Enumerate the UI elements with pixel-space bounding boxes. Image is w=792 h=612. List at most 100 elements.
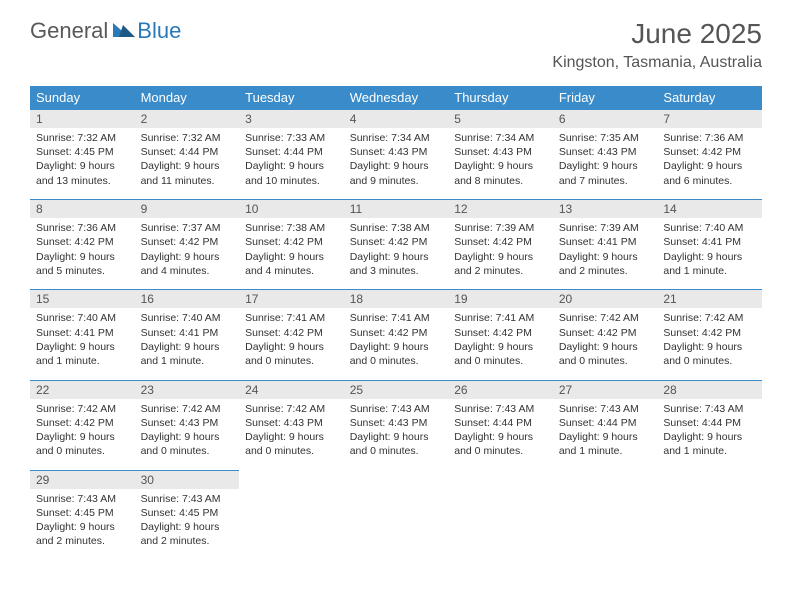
sunrise-text: Sunrise: 7:43 AM	[36, 492, 129, 506]
day-cell	[657, 470, 762, 554]
sunrise-text: Sunrise: 7:43 AM	[559, 402, 652, 416]
sunset-text: Sunset: 4:43 PM	[141, 416, 234, 430]
day-cell: 26Sunrise: 7:43 AMSunset: 4:44 PMDayligh…	[448, 380, 553, 464]
day-number: 3	[239, 110, 344, 128]
daylight-text: Daylight: 9 hours and 1 minute.	[663, 430, 756, 458]
daylight-text: Daylight: 9 hours and 4 minutes.	[141, 250, 234, 278]
day-number: 5	[448, 110, 553, 128]
day-details: Sunrise: 7:39 AMSunset: 4:41 PMDaylight:…	[553, 218, 658, 284]
daylight-text: Daylight: 9 hours and 13 minutes.	[36, 159, 129, 187]
day-details: Sunrise: 7:43 AMSunset: 4:44 PMDaylight:…	[657, 399, 762, 465]
sunrise-text: Sunrise: 7:32 AM	[141, 131, 234, 145]
daylight-text: Daylight: 9 hours and 9 minutes.	[350, 159, 443, 187]
day-cell: 16Sunrise: 7:40 AMSunset: 4:41 PMDayligh…	[135, 290, 240, 374]
sunset-text: Sunset: 4:42 PM	[36, 416, 129, 430]
day-details: Sunrise: 7:42 AMSunset: 4:43 PMDaylight:…	[135, 399, 240, 465]
daylight-text: Daylight: 9 hours and 1 minute.	[36, 340, 129, 368]
day-number: 7	[657, 110, 762, 128]
sunrise-text: Sunrise: 7:40 AM	[141, 311, 234, 325]
day-cell: 15Sunrise: 7:40 AMSunset: 4:41 PMDayligh…	[30, 290, 135, 374]
day-number: 13	[553, 200, 658, 218]
day-number: 8	[30, 200, 135, 218]
day-cell: 20Sunrise: 7:42 AMSunset: 4:42 PMDayligh…	[553, 290, 658, 374]
day-number: 22	[30, 381, 135, 399]
sunrise-text: Sunrise: 7:42 AM	[559, 311, 652, 325]
day-cell: 13Sunrise: 7:39 AMSunset: 4:41 PMDayligh…	[553, 200, 658, 284]
sunset-text: Sunset: 4:41 PM	[663, 235, 756, 249]
calendar-table: Sunday Monday Tuesday Wednesday Thursday…	[30, 86, 762, 554]
day-number: 26	[448, 381, 553, 399]
day-cell: 22 Sunrise: 7:42 AMSunset: 4:42 PMDayligh…	[30, 380, 135, 464]
daylight-text: Daylight: 9 hours and 0 minutes.	[350, 430, 443, 458]
daylight-text: Daylight: 9 hours and 0 minutes.	[454, 340, 547, 368]
day-number: 21	[657, 290, 762, 308]
day-number: 14	[657, 200, 762, 218]
sunset-text: Sunset: 4:42 PM	[245, 235, 338, 249]
sunset-text: Sunset: 4:43 PM	[454, 145, 547, 159]
sunset-text: Sunset: 4:43 PM	[350, 145, 443, 159]
day-details: Sunrise: 7:42 AMSunset: 4:42 PMDaylight:…	[553, 308, 658, 374]
daylight-text: Daylight: 9 hours and 0 minutes.	[245, 340, 338, 368]
day-details: Sunrise: 7:35 AMSunset: 4:43 PMDaylight:…	[553, 128, 658, 194]
sunrise-text: Sunrise: 7:36 AM	[663, 131, 756, 145]
day-cell: 14Sunrise: 7:40 AMSunset: 4:41 PMDayligh…	[657, 200, 762, 284]
day-number: 24	[239, 381, 344, 399]
day-number: 29	[30, 471, 135, 489]
daylight-text: Daylight: 9 hours and 8 minutes.	[454, 159, 547, 187]
sunset-text: Sunset: 4:42 PM	[454, 326, 547, 340]
daylight-text: Daylight: 9 hours and 1 minute.	[663, 250, 756, 278]
week-row: 15Sunrise: 7:40 AMSunset: 4:41 PMDayligh…	[30, 290, 762, 374]
sunset-text: Sunset: 4:45 PM	[141, 506, 234, 520]
day-details: Sunrise: 7:40 AMSunset: 4:41 PMDaylight:…	[30, 308, 135, 374]
daylight-text: Daylight: 9 hours and 0 minutes.	[36, 430, 129, 458]
day-cell: 1Sunrise: 7:32 AMSunset: 4:45 PMDaylight…	[30, 110, 135, 194]
day-header: Friday	[553, 86, 658, 110]
daylight-text: Daylight: 9 hours and 0 minutes.	[663, 340, 756, 368]
day-header: Wednesday	[344, 86, 449, 110]
sunset-text: Sunset: 4:42 PM	[559, 326, 652, 340]
day-header: Sunday	[30, 86, 135, 110]
sunrise-text: Sunrise: 7:39 AM	[559, 221, 652, 235]
day-details: Sunrise: 7:36 AMSunset: 4:42 PMDaylight:…	[657, 128, 762, 194]
day-cell: 25Sunrise: 7:43 AMSunset: 4:43 PMDayligh…	[344, 380, 449, 464]
day-cell: 24Sunrise: 7:42 AMSunset: 4:43 PMDayligh…	[239, 380, 344, 464]
day-number: 30	[135, 471, 240, 489]
sunrise-text: Sunrise: 7:42 AM	[141, 402, 234, 416]
day-number: 9	[135, 200, 240, 218]
week-row: 22Sunrise: 7:42 AMSunset: 4:42 PMDayligh…	[30, 380, 762, 464]
daylight-text: Daylight: 9 hours and 2 minutes.	[141, 520, 234, 548]
sunrise-text: Sunrise: 7:41 AM	[245, 311, 338, 325]
sunrise-text: Sunrise: 7:32 AM	[36, 131, 129, 145]
day-header: Saturday	[657, 86, 762, 110]
sunrise-text: Sunrise: 7:38 AM	[350, 221, 443, 235]
daylight-text: Daylight: 9 hours and 10 minutes.	[245, 159, 338, 187]
sunset-text: Sunset: 4:41 PM	[36, 326, 129, 340]
sunset-text: Sunset: 4:45 PM	[36, 506, 129, 520]
day-cell: 11Sunrise: 7:38 AMSunset: 4:42 PMDayligh…	[344, 200, 449, 284]
daylight-text: Daylight: 9 hours and 0 minutes.	[141, 430, 234, 458]
sunrise-text: Sunrise: 7:40 AM	[36, 311, 129, 325]
sunset-text: Sunset: 4:44 PM	[559, 416, 652, 430]
location: Kingston, Tasmania, Australia	[552, 54, 762, 72]
month-title: June 2025	[552, 18, 762, 50]
day-cell: 17Sunrise: 7:41 AMSunset: 4:42 PMDayligh…	[239, 290, 344, 374]
daylight-text: Daylight: 9 hours and 4 minutes.	[245, 250, 338, 278]
day-cell: 18Sunrise: 7:41 AMSunset: 4:42 PMDayligh…	[344, 290, 449, 374]
day-number: 18	[344, 290, 449, 308]
week-row: 1Sunrise: 7:32 AMSunset: 4:45 PMDaylight…	[30, 110, 762, 194]
sunset-text: Sunset: 4:42 PM	[245, 326, 338, 340]
day-details: Sunrise: 7:41 AMSunset: 4:42 PMDaylight:…	[239, 308, 344, 374]
sunrise-text: Sunrise: 7:39 AM	[454, 221, 547, 235]
day-number: 15	[30, 290, 135, 308]
day-cell	[239, 470, 344, 554]
day-details: Sunrise: 7:42 AMSunset: 4:43 PMDaylight:…	[239, 399, 344, 465]
daylight-text: Daylight: 9 hours and 2 minutes.	[559, 250, 652, 278]
sunrise-text: Sunrise: 7:42 AM	[36, 402, 129, 416]
day-cell: 4Sunrise: 7:34 AMSunset: 4:43 PMDaylight…	[344, 110, 449, 194]
day-number: 17	[239, 290, 344, 308]
day-details: Sunrise: 7:39 AMSunset: 4:42 PMDaylight:…	[448, 218, 553, 284]
sunrise-text: Sunrise: 7:43 AM	[350, 402, 443, 416]
daylight-text: Daylight: 9 hours and 2 minutes.	[454, 250, 547, 278]
day-details: Sunrise: 7:43 AMSunset: 4:45 PMDaylight:…	[135, 489, 240, 555]
sunrise-text: Sunrise: 7:41 AM	[350, 311, 443, 325]
